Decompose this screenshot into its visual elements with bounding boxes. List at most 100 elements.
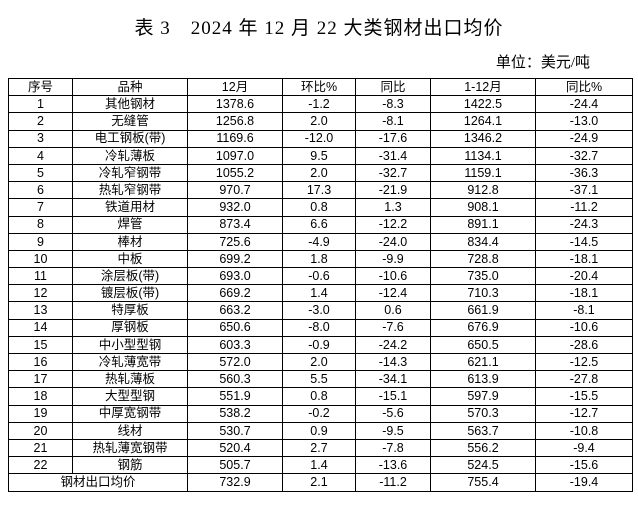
cell-yoy_cum: -24.4 (535, 95, 633, 114)
cell-yoy_cum: -12.7 (535, 404, 633, 423)
cell-yoy: -10.6 (355, 267, 431, 286)
cell-name: 钢筋 (72, 456, 188, 475)
cell-mom: 2.7 (282, 438, 356, 458)
cell-no: 7 (8, 198, 73, 217)
cell-mom: 6.6 (282, 215, 356, 234)
unit-label: 单位：美元/吨 (495, 55, 590, 71)
cell-yoy_cum: -10.8 (535, 421, 633, 440)
column-header-dec: 12月 (187, 77, 283, 97)
cell-yoy: -15.1 (355, 387, 431, 406)
cell-no: 9 (8, 232, 73, 251)
cell-yoy: -34.1 (355, 370, 431, 389)
column-header-yoy_cum: 同比% (535, 77, 633, 97)
cell-no: 3 (8, 129, 73, 148)
cell-yoy: -24.0 (355, 232, 431, 251)
cell-yoy_cum: -36.3 (535, 163, 633, 183)
table-row: 10 中板 699.2 1.8 -9.9 728.8 -18.1 (8, 249, 633, 269)
column-header-mom: 环比% (282, 77, 356, 97)
cell-dec: 560.3 (187, 370, 283, 389)
cell-mom: 2.0 (282, 163, 356, 183)
cell-jan_dec: 650.5 (430, 335, 536, 355)
cell-no: 17 (8, 370, 73, 389)
cell-name: 热轧薄宽钢带 (72, 438, 188, 458)
cell-dec: 699.2 (187, 249, 283, 269)
cell-yoy: -17.6 (355, 129, 431, 148)
cell-mom: 1.8 (282, 249, 356, 269)
table-row: 17 热轧薄板 560.3 5.5 -34.1 613.9 -27.8 (8, 370, 633, 389)
cell-yoy: 1.3 (355, 198, 431, 217)
cell-dec: 650.6 (187, 318, 283, 337)
table-row: 16 冷轧薄宽带 572.0 2.0 -14.3 621.1 -12.5 (8, 352, 633, 372)
cell-name: 无缝管 (72, 112, 188, 131)
cell-no: 14 (8, 318, 73, 337)
table-row: 8 焊管 873.4 6.6 -12.2 891.1 -24.3 (8, 215, 633, 234)
cell-yoy_cum: -9.4 (535, 438, 633, 458)
cell-yoy: -8.1 (355, 112, 431, 131)
cell-yoy_cum: -15.5 (535, 387, 633, 406)
cell-no: 22 (8, 456, 73, 475)
cell-jan_dec: 908.1 (430, 198, 536, 217)
summary-label: 钢材出口均价 (8, 473, 188, 492)
cell-dec: 520.4 (187, 438, 283, 458)
cell-dec: 1378.6 (187, 95, 283, 114)
cell-dec: 530.7 (187, 421, 283, 440)
cell-yoy_cum: -14.5 (535, 232, 633, 251)
cell-dec: 669.2 (187, 284, 283, 303)
cell-yoy_cum: -18.1 (535, 249, 633, 269)
table-footer: 钢材出口均价 732.9 2.1 -11.2 755.4 -19.4 (8, 473, 633, 492)
table-row: 2 无缝管 1256.8 2.0 -8.1 1264.1 -13.0 (8, 112, 633, 131)
cell-name: 棒材 (72, 232, 188, 251)
cell-name: 中厚宽钢带 (72, 404, 188, 423)
cell-name: 电工钢板(带) (72, 129, 188, 148)
cell-dec: 538.2 (187, 404, 283, 423)
cell-jan_dec: 834.4 (430, 232, 536, 251)
cell-yoy_cum: -13.0 (535, 112, 633, 131)
cell-yoy: -14.3 (355, 352, 431, 372)
table-row: 20 线材 530.7 0.9 -9.5 563.7 -10.8 (8, 421, 633, 440)
cell-jan_dec: 524.5 (430, 456, 536, 475)
cell-yoy: -5.6 (355, 404, 431, 423)
cell-dec: 932.0 (187, 198, 283, 217)
cell-dec: 1169.6 (187, 129, 283, 148)
cell-no: 5 (8, 163, 73, 183)
cell-yoy: -24.2 (355, 335, 431, 355)
cell-yoy: -8.3 (355, 95, 431, 114)
cell-dec: 1256.8 (187, 112, 283, 131)
summary-cell-yoy: -11.2 (355, 473, 431, 492)
cell-dec: 1055.2 (187, 163, 283, 183)
table-row: 11 涂层板(带) 693.0 -0.6 -10.6 735.0 -20.4 (8, 267, 633, 286)
cell-jan_dec: 570.3 (430, 404, 536, 423)
cell-jan_dec: 1134.1 (430, 146, 536, 165)
table-row: 6 热轧窄钢带 970.7 17.3 -21.9 912.8 -37.1 (8, 181, 633, 200)
table-row: 3 电工钢板(带) 1169.6 -12.0 -17.6 1346.2 -24.9 (8, 129, 633, 148)
cell-name: 厚钢板 (72, 318, 188, 337)
cell-no: 1 (8, 95, 73, 114)
cell-no: 6 (8, 181, 73, 200)
cell-mom: -0.2 (282, 404, 356, 423)
cell-jan_dec: 661.9 (430, 301, 536, 320)
cell-no: 10 (8, 249, 73, 269)
table-header: 序号 品种 12月 环比% 同比 1-12月 同比% (8, 77, 633, 97)
cell-jan_dec: 563.7 (430, 421, 536, 440)
cell-no: 12 (8, 284, 73, 303)
cell-jan_dec: 556.2 (430, 438, 536, 458)
table-row: 4 冷轧薄板 1097.0 9.5 -31.4 1134.1 -32.7 (8, 146, 633, 165)
cell-mom: -4.9 (282, 232, 356, 251)
cell-yoy_cum: -11.2 (535, 198, 633, 217)
cell-no: 16 (8, 352, 73, 372)
cell-name: 冷轧薄板 (72, 146, 188, 165)
table-row: 12 镀层板(带) 669.2 1.4 -12.4 710.3 -18.1 (8, 284, 633, 303)
cell-yoy_cum: -27.8 (535, 370, 633, 389)
summary-cell-dec: 732.9 (187, 473, 283, 492)
cell-mom: 1.4 (282, 456, 356, 475)
cell-yoy: -7.6 (355, 318, 431, 337)
table-body: 1 其他钢材 1378.6 -1.2 -8.3 1422.5 -24.4 2 无缝管 1256.8… (8, 95, 633, 475)
cell-dec: 663.2 (187, 301, 283, 320)
cell-dec: 505.7 (187, 456, 283, 475)
table-row: 5 冷轧窄钢带 1055.2 2.0 -32.7 1159.1 -36.3 (8, 163, 633, 183)
cell-no: 15 (8, 335, 73, 355)
cell-no: 18 (8, 387, 73, 406)
cell-yoy_cum: -24.3 (535, 215, 633, 234)
cell-jan_dec: 1159.1 (430, 163, 536, 183)
cell-name: 冷轧薄宽带 (72, 352, 188, 372)
